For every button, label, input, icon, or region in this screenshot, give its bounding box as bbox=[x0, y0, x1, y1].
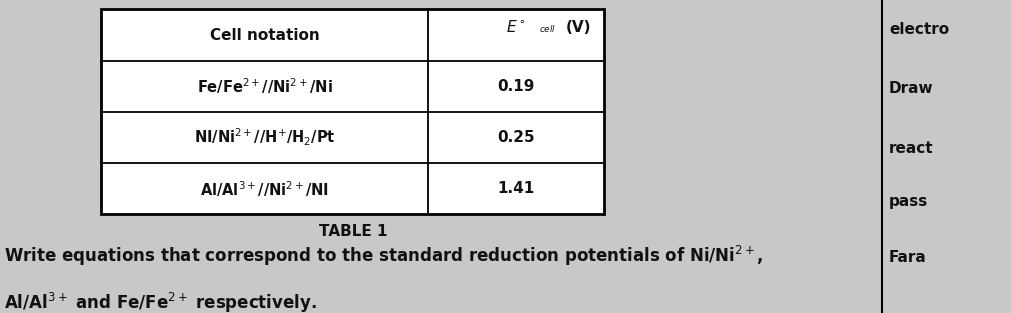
Text: 0.25: 0.25 bbox=[497, 130, 535, 145]
Text: (V): (V) bbox=[565, 20, 590, 35]
Text: Cell notation: Cell notation bbox=[209, 28, 319, 43]
Text: $E^\circ$: $E^\circ$ bbox=[506, 19, 526, 35]
Text: Fe/Fe$^{2+}$//Ni$^{2+}$/Ni: Fe/Fe$^{2+}$//Ni$^{2+}$/Ni bbox=[197, 76, 333, 96]
Text: electro: electro bbox=[888, 22, 948, 37]
Text: Write equations that correspond to the standard reduction potentials of Ni/Ni$^{: Write equations that correspond to the s… bbox=[4, 244, 763, 268]
Text: Draw: Draw bbox=[888, 81, 932, 96]
Text: $_{cell}$: $_{cell}$ bbox=[538, 21, 555, 34]
Text: react: react bbox=[888, 141, 932, 156]
Text: Al/Al$^{3+}$//Ni$^{2+}$/NI: Al/Al$^{3+}$//Ni$^{2+}$/NI bbox=[200, 179, 329, 199]
Text: Al/Al$^{3+}$ and Fe/Fe$^{2+}$ respectively.: Al/Al$^{3+}$ and Fe/Fe$^{2+}$ respective… bbox=[4, 291, 317, 313]
Text: NI/Ni$^{2+}$//H$^{+}$/H$_2$/Pt: NI/Ni$^{2+}$//H$^{+}$/H$_2$/Pt bbox=[194, 127, 336, 148]
Text: 0.19: 0.19 bbox=[497, 79, 535, 94]
Bar bbox=[101, 9, 604, 214]
Text: TABLE 1: TABLE 1 bbox=[318, 224, 387, 239]
Text: Fara: Fara bbox=[888, 250, 926, 265]
Text: pass: pass bbox=[888, 194, 927, 209]
Text: 1.41: 1.41 bbox=[497, 181, 535, 196]
Bar bbox=[101, 9, 604, 214]
